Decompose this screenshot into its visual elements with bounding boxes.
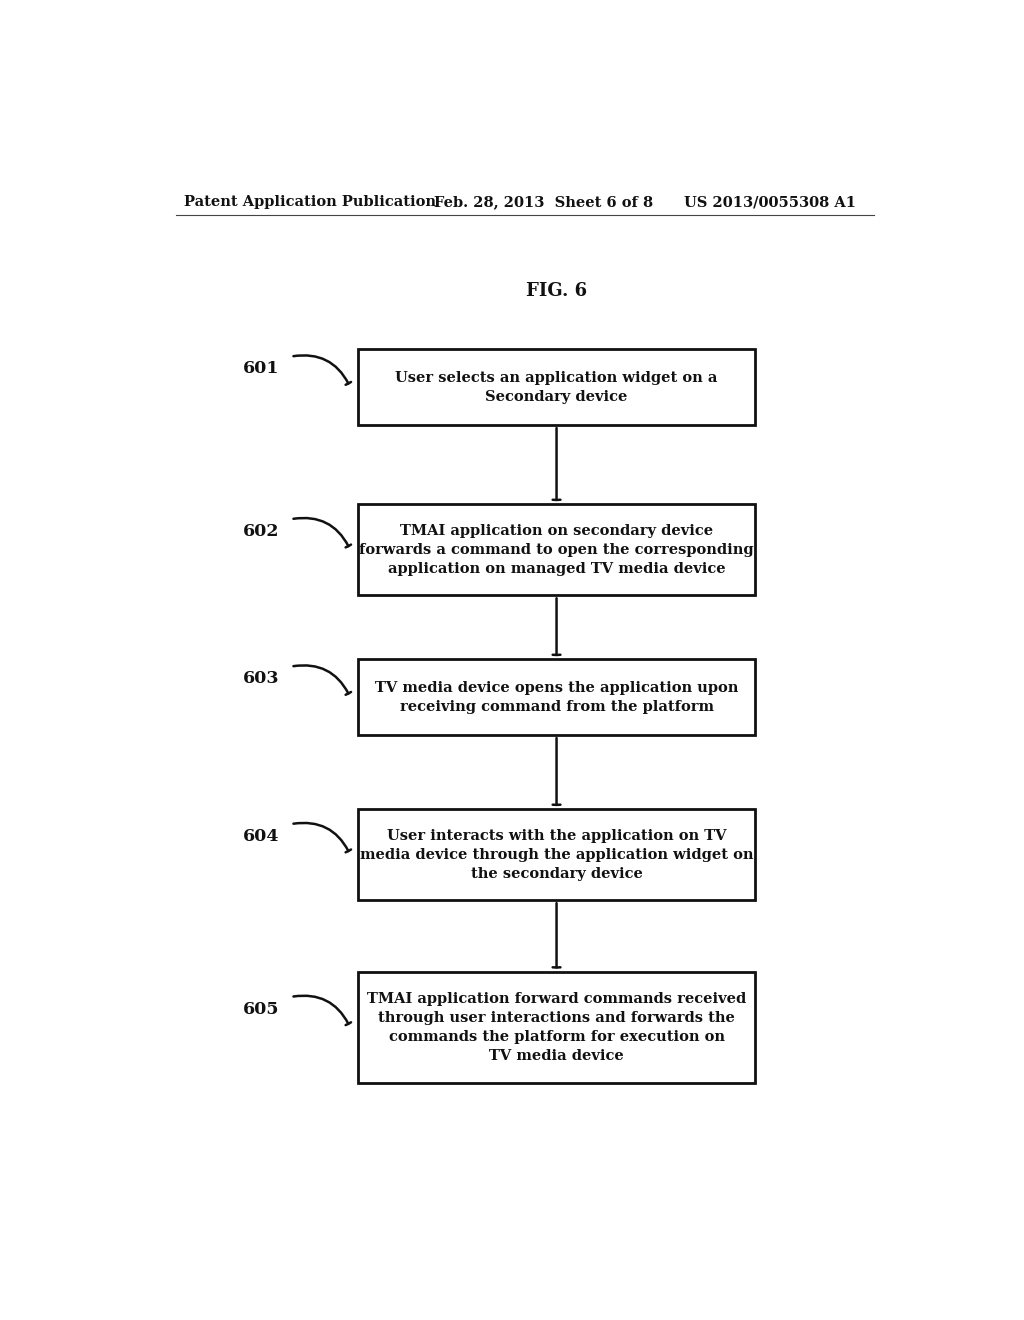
Text: 603: 603 <box>243 671 280 688</box>
Text: 604: 604 <box>243 828 280 845</box>
FancyBboxPatch shape <box>358 348 755 425</box>
Text: TV media device opens the application upon
receiving command from the platform: TV media device opens the application up… <box>375 681 738 714</box>
FancyBboxPatch shape <box>358 504 755 595</box>
Text: US 2013/0055308 A1: US 2013/0055308 A1 <box>684 195 855 209</box>
FancyBboxPatch shape <box>358 809 755 900</box>
Text: 602: 602 <box>243 523 280 540</box>
Text: User interacts with the application on TV
media device through the application w: User interacts with the application on T… <box>359 829 754 880</box>
Text: Feb. 28, 2013  Sheet 6 of 8: Feb. 28, 2013 Sheet 6 of 8 <box>433 195 652 209</box>
Text: 605: 605 <box>243 1001 280 1018</box>
FancyBboxPatch shape <box>358 972 755 1084</box>
Text: Patent Application Publication: Patent Application Publication <box>183 195 435 209</box>
Text: FIG. 6: FIG. 6 <box>526 281 587 300</box>
Text: 601: 601 <box>243 360 280 378</box>
FancyBboxPatch shape <box>358 659 755 735</box>
Text: TMAI application on secondary device
forwards a command to open the correspondin: TMAI application on secondary device for… <box>359 524 754 576</box>
Text: TMAI application forward commands received
through user interactions and forward: TMAI application forward commands receiv… <box>367 993 746 1063</box>
Text: User selects an application widget on a
Secondary device: User selects an application widget on a … <box>395 371 718 404</box>
